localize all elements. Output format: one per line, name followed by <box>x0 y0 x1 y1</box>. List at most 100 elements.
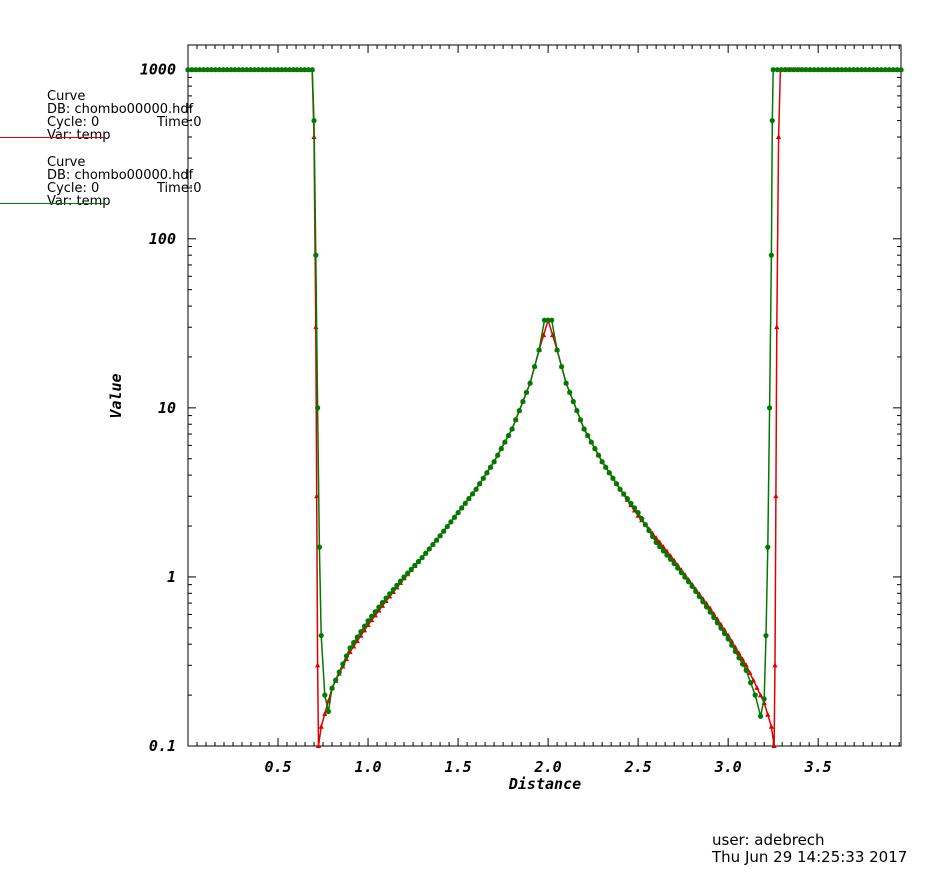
data-point <box>315 743 322 748</box>
data-point <box>770 67 776 73</box>
x-axis-label: Distance <box>508 775 581 793</box>
data-point <box>588 439 594 445</box>
y-tick-label: 100 <box>149 230 176 248</box>
data-point <box>773 493 779 499</box>
data-point <box>649 533 656 540</box>
data-point <box>212 67 218 73</box>
x-tick-label: 2.0 <box>534 758 562 776</box>
data-point <box>606 470 612 476</box>
data-point <box>509 426 515 432</box>
data-point <box>473 486 479 492</box>
data-point <box>766 405 773 411</box>
data-point <box>786 67 793 73</box>
data-point <box>318 632 324 639</box>
data-point <box>574 408 580 414</box>
data-point <box>189 67 195 73</box>
data-point <box>757 713 764 719</box>
data-point <box>592 446 598 452</box>
data-point <box>898 67 904 73</box>
data-point <box>333 677 339 683</box>
legend-cycle: Cycle: 0 Time:0 <box>47 182 201 195</box>
data-point <box>769 118 775 124</box>
data-point <box>279 67 285 73</box>
data-point <box>815 67 821 73</box>
data-point <box>559 363 565 370</box>
data-point <box>577 417 584 423</box>
data-point <box>743 662 749 668</box>
data-point <box>671 560 677 567</box>
data-point <box>290 67 296 73</box>
data-point <box>768 723 774 729</box>
data-point <box>516 408 522 414</box>
data-point <box>520 398 526 405</box>
data-point <box>491 459 497 465</box>
data-point <box>275 67 281 73</box>
data-point <box>886 67 892 73</box>
data-point <box>448 519 454 525</box>
legend-cycle: Cycle: 0 Time:0 <box>47 116 201 129</box>
series-2 <box>185 67 904 719</box>
data-point <box>347 645 353 651</box>
data-point <box>642 521 648 528</box>
data-point <box>498 446 504 452</box>
data-point <box>765 544 771 550</box>
data-point <box>890 67 896 73</box>
data-point <box>664 552 670 558</box>
data-point <box>302 67 308 73</box>
data-point <box>541 317 548 323</box>
data-point <box>682 574 688 580</box>
data-point <box>732 648 738 655</box>
data-point <box>329 685 335 691</box>
data-point <box>354 634 360 640</box>
data-point <box>660 548 666 554</box>
data-point <box>851 67 857 73</box>
data-point <box>729 642 735 648</box>
y-axis-label: Value <box>107 373 125 418</box>
data-point <box>433 537 440 543</box>
data-point <box>843 67 849 73</box>
data-point <box>401 574 407 580</box>
data-point <box>365 618 371 624</box>
data-point <box>236 67 242 73</box>
data-point <box>315 405 321 411</box>
legend-title: Curve <box>47 155 86 170</box>
data-point <box>466 496 472 502</box>
data-point <box>862 67 869 73</box>
legend-time: Time:0 <box>157 181 202 196</box>
data-point <box>248 67 254 73</box>
data-point <box>613 481 620 487</box>
data-point <box>554 347 560 353</box>
data-point <box>376 604 382 610</box>
data-point <box>772 662 778 668</box>
y-tick-label: 10 <box>158 399 176 417</box>
data-point <box>462 500 468 506</box>
data-point <box>621 491 627 497</box>
data-point <box>469 491 476 497</box>
data-point <box>870 67 876 73</box>
data-point <box>201 67 207 73</box>
data-point <box>823 67 829 73</box>
data-point <box>220 67 226 73</box>
legend-swatch-green <box>0 203 105 204</box>
legend-swatch-red <box>0 137 105 138</box>
x-tick-label: 1.5 <box>445 758 472 776</box>
data-point <box>444 523 450 530</box>
data-point <box>426 546 432 552</box>
y-tick-label: 1000 <box>140 61 176 79</box>
footer-date: Thu Jun 29 14:25:33 2017 <box>712 848 908 866</box>
data-point <box>263 67 269 73</box>
data-point <box>563 380 569 386</box>
data-point <box>405 570 411 576</box>
data-point <box>197 67 203 73</box>
data-point <box>536 347 542 353</box>
data-point <box>251 67 258 73</box>
data-point <box>894 67 900 73</box>
data-point <box>689 583 695 589</box>
data-point <box>819 67 825 73</box>
data-point <box>259 67 265 73</box>
data-point <box>703 604 710 610</box>
data-point <box>771 743 777 748</box>
data-point <box>696 593 702 600</box>
data-point <box>693 588 699 595</box>
